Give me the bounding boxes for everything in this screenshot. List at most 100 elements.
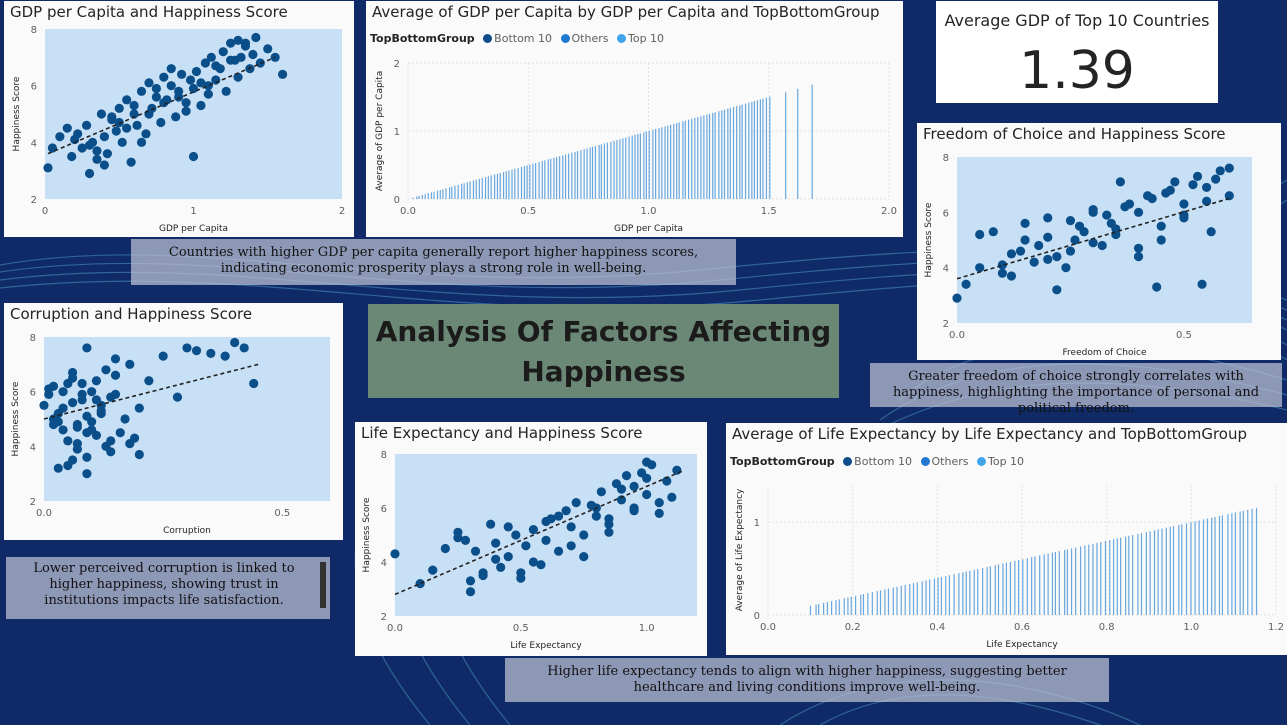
bar[interactable]	[739, 105, 741, 199]
bar[interactable]	[1054, 551, 1056, 615]
bar[interactable]	[454, 185, 456, 199]
scatter-point[interactable]	[553, 546, 564, 556]
scatter-point[interactable]	[654, 508, 664, 518]
bar[interactable]	[505, 171, 507, 199]
bar[interactable]	[1149, 531, 1151, 615]
scatter-point[interactable]	[82, 452, 92, 462]
scatter-point[interactable]	[91, 376, 102, 386]
scatter-point[interactable]	[1215, 166, 1225, 176]
bar[interactable]	[862, 594, 865, 615]
bar[interactable]	[436, 190, 439, 199]
scatter-point[interactable]	[82, 428, 92, 438]
scatter-point[interactable]	[1052, 252, 1062, 262]
bar[interactable]	[703, 115, 705, 199]
bar[interactable]	[448, 187, 451, 199]
bar[interactable]	[1109, 540, 1111, 615]
bar[interactable]	[769, 96, 771, 199]
bar[interactable]	[1039, 555, 1041, 615]
corruption-scatter-card[interactable]: Corruption and Happiness Score 2 4 6 8 0.0 0.…	[4, 303, 343, 540]
bar[interactable]	[896, 586, 898, 615]
scatter-point[interactable]	[159, 98, 169, 108]
bar[interactable]	[977, 569, 979, 615]
bar[interactable]	[871, 592, 873, 615]
bar[interactable]	[1022, 559, 1024, 615]
scatter-point[interactable]	[521, 541, 531, 551]
scatter-point[interactable]	[1211, 174, 1221, 184]
bar[interactable]	[484, 177, 487, 199]
bar[interactable]	[412, 197, 414, 199]
bar[interactable]	[712, 112, 714, 199]
bar[interactable]	[514, 168, 516, 199]
scatter-point[interactable]	[126, 157, 136, 167]
scatter-point[interactable]	[99, 132, 109, 142]
scatter-point[interactable]	[1097, 240, 1107, 251]
scatter-point[interactable]	[68, 455, 78, 465]
scatter-point[interactable]	[203, 81, 213, 91]
scatter-point[interactable]	[87, 387, 97, 397]
scatter-point[interactable]	[181, 98, 191, 108]
scatter-point[interactable]	[220, 351, 230, 361]
legend-item-bottom-10[interactable]: Bottom 10	[478, 32, 552, 45]
bar[interactable]	[962, 572, 964, 615]
bar[interactable]	[1084, 545, 1086, 615]
scatter-point[interactable]	[604, 527, 614, 537]
bar[interactable]	[973, 569, 975, 615]
scatter-point[interactable]	[136, 137, 147, 147]
bar[interactable]	[1043, 554, 1045, 615]
scatter-point[interactable]	[1197, 279, 1207, 289]
scatter-point[interactable]	[1079, 227, 1089, 237]
scatter-point[interactable]	[110, 354, 121, 364]
scatter-point[interactable]	[48, 381, 59, 391]
bar[interactable]	[568, 153, 570, 199]
bar[interactable]	[645, 131, 647, 199]
bar[interactable]	[576, 151, 579, 199]
scatter-point[interactable]	[621, 471, 632, 481]
scatter-point[interactable]	[125, 359, 135, 369]
scatter-point[interactable]	[141, 129, 151, 139]
scatter-point[interactable]	[110, 389, 121, 399]
bar[interactable]	[1242, 510, 1244, 615]
bar[interactable]	[989, 566, 991, 615]
bar[interactable]	[1218, 515, 1221, 615]
scatter-point[interactable]	[188, 151, 199, 162]
scatter-point[interactable]	[541, 516, 551, 527]
bar[interactable]	[1172, 526, 1175, 615]
bar[interactable]	[583, 149, 585, 199]
bar[interactable]	[478, 178, 480, 199]
scatter-point[interactable]	[1133, 207, 1144, 217]
scatter-point[interactable]	[1029, 257, 1039, 267]
scatter-point[interactable]	[134, 403, 144, 413]
scatter-point[interactable]	[91, 430, 102, 440]
scatter-point[interactable]	[415, 579, 425, 589]
bar[interactable]	[721, 110, 723, 199]
bar[interactable]	[487, 176, 489, 199]
scatter-point[interactable]	[470, 546, 481, 556]
scatter-point[interactable]	[136, 86, 147, 96]
scatter-point[interactable]	[278, 69, 288, 79]
bar[interactable]	[655, 129, 657, 199]
bar[interactable]	[1104, 541, 1107, 615]
bar[interactable]	[520, 166, 523, 199]
scatter-point[interactable]	[77, 143, 87, 153]
scatter-point[interactable]	[233, 35, 243, 45]
scatter-point[interactable]	[96, 408, 106, 419]
bar[interactable]	[529, 164, 531, 199]
bar[interactable]	[797, 88, 799, 199]
bar[interactable]	[558, 156, 561, 199]
bar[interactable]	[496, 173, 499, 199]
bar[interactable]	[1132, 535, 1134, 615]
scatter-point[interactable]	[240, 38, 251, 48]
scatter-point[interactable]	[541, 535, 551, 545]
scatter-point[interactable]	[44, 389, 54, 399]
bar[interactable]	[684, 120, 686, 199]
scatter-point[interactable]	[159, 72, 169, 82]
life-scatter-chart[interactable]: 2 4 6 8 0.0 0.5 1.0 Life Expectancy Happiness Sc…	[355, 422, 707, 656]
bar[interactable]	[421, 194, 424, 199]
bar[interactable]	[424, 194, 426, 199]
bar[interactable]	[815, 604, 817, 615]
legend-item-top-10[interactable]: Top 10	[972, 455, 1024, 468]
scatter-point[interactable]	[236, 52, 246, 62]
bar[interactable]	[1005, 562, 1008, 615]
bar[interactable]	[1009, 561, 1012, 615]
bar[interactable]	[1100, 542, 1102, 615]
